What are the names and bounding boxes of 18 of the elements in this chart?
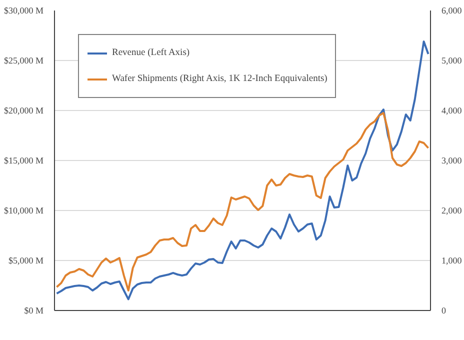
- y-tick-label: $5,000 M: [8, 256, 44, 266]
- y2-tick-label: 4,000: [442, 106, 462, 116]
- y-tick-label: $0 M: [24, 306, 44, 316]
- line-series: [56, 40, 430, 300]
- y-tick-label: $30,000 M: [4, 6, 44, 16]
- y2-tick-label: 3,000: [442, 156, 462, 166]
- y-tick-label: $10,000 M: [4, 206, 44, 216]
- y2-tick-label: 0: [442, 306, 446, 316]
- y-tick-label: $20,000 M: [4, 106, 44, 116]
- y-tick-label: $15,000 M: [4, 156, 44, 166]
- y2-tick-label: 1,000: [442, 256, 462, 266]
- y-tick-label: $25,000 M: [4, 56, 44, 66]
- line-series: [56, 112, 430, 292]
- y2-tick-label: 6,000: [442, 6, 462, 16]
- y2-tick-label: 2,000: [442, 206, 462, 216]
- y2-tick-label: 5,000: [442, 56, 462, 66]
- legend-label: Revenue (Left Axis): [112, 48, 190, 58]
- legend-label: Wafer Shipments (Right Axis, 1K 12-Inch Eqquivalents): [112, 74, 328, 84]
